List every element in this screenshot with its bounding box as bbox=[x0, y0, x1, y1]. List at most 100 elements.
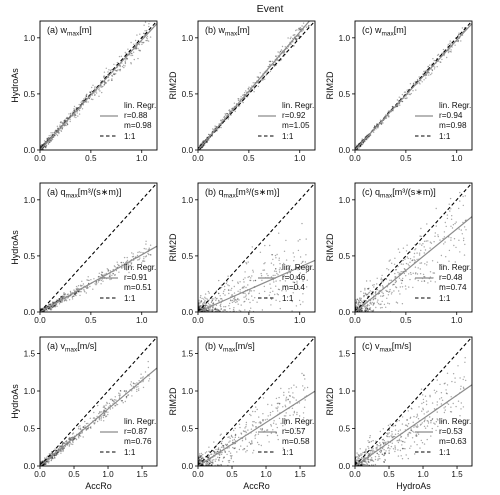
legend-one-to-one-label: 1:1 bbox=[282, 448, 294, 457]
data-point bbox=[222, 310, 224, 312]
data-point bbox=[108, 275, 111, 278]
legend: lin. Regr.r=0.91m=0.511:1 bbox=[100, 263, 156, 303]
data-point bbox=[410, 429, 412, 431]
data-point bbox=[382, 443, 385, 445]
data-point bbox=[262, 420, 264, 422]
data-point bbox=[42, 461, 44, 463]
data-point bbox=[406, 424, 408, 426]
data-point bbox=[105, 411, 107, 413]
data-point bbox=[370, 303, 372, 305]
data-point bbox=[302, 428, 304, 430]
data-point bbox=[298, 415, 301, 417]
data-point bbox=[212, 306, 214, 309]
data-point bbox=[305, 254, 307, 256]
data-point bbox=[277, 294, 279, 296]
data-point bbox=[379, 458, 381, 460]
data-point bbox=[386, 268, 388, 270]
data-point bbox=[279, 50, 282, 53]
data-point bbox=[279, 267, 281, 269]
data-point bbox=[52, 301, 54, 304]
data-point bbox=[278, 396, 280, 399]
data-point bbox=[49, 303, 51, 306]
data-point bbox=[61, 300, 63, 302]
data-point bbox=[410, 92, 412, 95]
data-point bbox=[433, 68, 436, 70]
data-point bbox=[55, 454, 57, 457]
data-point bbox=[230, 434, 233, 437]
data-point bbox=[204, 296, 206, 298]
data-point bbox=[208, 304, 211, 306]
data-point bbox=[233, 307, 235, 309]
data-point bbox=[201, 146, 203, 149]
data-point bbox=[396, 105, 398, 108]
data-point bbox=[253, 449, 255, 452]
data-point bbox=[86, 286, 89, 288]
data-point bbox=[454, 261, 456, 263]
data-point bbox=[223, 456, 225, 459]
data-point bbox=[264, 290, 266, 293]
data-point bbox=[421, 402, 423, 405]
data-point bbox=[412, 421, 414, 423]
data-point bbox=[199, 307, 201, 310]
data-point bbox=[146, 39, 148, 42]
data-point bbox=[101, 91, 103, 94]
data-point bbox=[394, 435, 396, 438]
data-point bbox=[420, 388, 423, 390]
data-point bbox=[83, 290, 85, 292]
data-point bbox=[231, 455, 233, 457]
data-point bbox=[93, 417, 96, 419]
data-point bbox=[360, 145, 362, 147]
data-point bbox=[387, 116, 389, 118]
data-point bbox=[243, 301, 245, 303]
data-point bbox=[406, 256, 408, 258]
data-point bbox=[280, 50, 282, 52]
data-point bbox=[284, 418, 286, 421]
data-point bbox=[355, 307, 357, 309]
data-point bbox=[200, 295, 202, 297]
data-point bbox=[381, 295, 384, 297]
data-point bbox=[103, 76, 105, 79]
data-point bbox=[293, 256, 295, 258]
data-point bbox=[294, 34, 296, 36]
data-point bbox=[256, 408, 258, 411]
data-point bbox=[42, 464, 44, 466]
data-point bbox=[199, 302, 201, 304]
data-point bbox=[276, 426, 278, 429]
data-point bbox=[65, 117, 68, 120]
data-point bbox=[56, 453, 58, 455]
x-axis-label: HydroAs bbox=[396, 481, 431, 491]
data-point bbox=[367, 440, 369, 442]
data-point bbox=[80, 101, 82, 104]
data-point bbox=[411, 259, 414, 261]
data-point bbox=[424, 427, 427, 429]
data-point bbox=[431, 427, 433, 430]
legend-m-value: m=0.98 bbox=[124, 121, 152, 130]
data-point bbox=[40, 145, 43, 147]
data-point bbox=[74, 294, 77, 296]
data-point bbox=[365, 307, 367, 309]
data-point bbox=[391, 105, 394, 108]
data-point bbox=[109, 404, 112, 406]
data-point bbox=[140, 373, 142, 375]
data-point bbox=[446, 214, 449, 216]
data-point bbox=[245, 424, 247, 426]
data-point bbox=[256, 441, 259, 444]
data-point bbox=[230, 300, 232, 302]
data-point bbox=[228, 436, 230, 438]
one-to-one-line bbox=[198, 183, 315, 312]
data-point bbox=[296, 413, 298, 416]
data-point bbox=[224, 294, 226, 296]
data-point bbox=[278, 232, 280, 234]
data-point bbox=[228, 109, 230, 112]
data-point bbox=[355, 460, 357, 463]
data-point bbox=[86, 279, 88, 281]
x-axis-label: AccRo bbox=[85, 481, 112, 491]
data-point bbox=[79, 435, 82, 437]
data-point bbox=[57, 448, 59, 450]
data-point bbox=[364, 289, 366, 291]
data-point bbox=[208, 309, 210, 311]
data-point bbox=[367, 288, 370, 290]
data-point bbox=[217, 448, 219, 451]
data-point bbox=[109, 270, 112, 272]
data-point bbox=[101, 271, 103, 273]
